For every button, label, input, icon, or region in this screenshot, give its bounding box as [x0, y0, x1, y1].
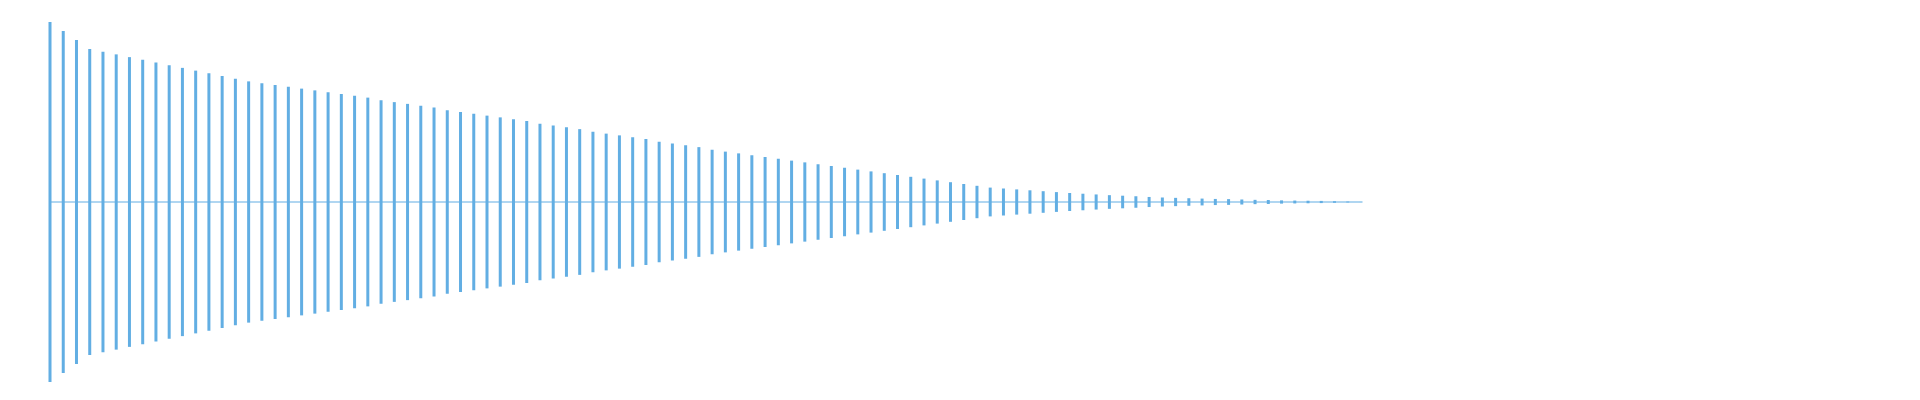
page: (() => { const data = JSON.parse(documen… — [48, 22, 1363, 382]
waveform-chart — [48, 22, 1363, 382]
